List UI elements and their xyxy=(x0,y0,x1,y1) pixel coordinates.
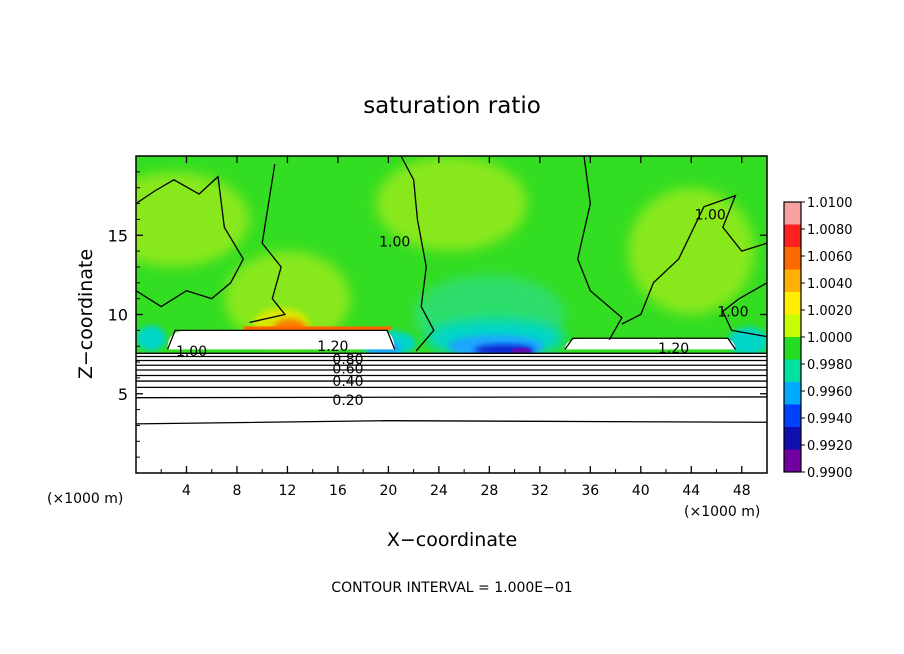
field-region-violet-14 xyxy=(510,347,532,355)
contour-1-00-4 xyxy=(621,194,767,325)
colorbar-label-2: 1.0060 xyxy=(807,250,853,265)
x-tick-label-1: 8 xyxy=(232,483,241,499)
colorbar-label-6: 0.9980 xyxy=(807,358,853,373)
chart-title: saturation ratio xyxy=(363,93,541,119)
colorbar-label-4: 1.0020 xyxy=(807,304,853,319)
contour-1-00-5 xyxy=(722,282,767,338)
x-tick-label-3: 16 xyxy=(329,483,347,499)
colorbar-swatch-4 xyxy=(784,292,801,315)
x-tick-label-5: 24 xyxy=(430,483,448,499)
contour-1-00-3 xyxy=(577,156,623,341)
contour-cloud-edge-0 xyxy=(166,329,396,350)
colorbar-swatch-11 xyxy=(784,449,801,473)
colorbar-label-8: 0.9940 xyxy=(807,412,853,427)
colorbar-swatch-9 xyxy=(784,404,801,428)
contour-cloud-edge-1 xyxy=(564,337,736,350)
colorbar-swatch-2 xyxy=(784,247,801,270)
colorbar-label-0: 1.0100 xyxy=(807,196,853,211)
field-region-cloud-top-strip xyxy=(243,326,391,331)
contour-labels: 1.001.001.001.00 1.20 1.200.800.600.400.20 xyxy=(176,208,749,409)
x-tick-label-2: 12 xyxy=(279,483,297,499)
field-region-cyan_patch-10 xyxy=(136,325,167,351)
colorbar-swatch-3 xyxy=(784,269,801,293)
colorbar-swatch-10 xyxy=(784,427,801,450)
contour-label-1: 1.00 xyxy=(695,208,726,224)
y-axis-label: Z−coordinate xyxy=(75,249,97,379)
stable-layer-white xyxy=(136,354,767,473)
x-unit-right: (×1000 m) xyxy=(684,504,760,520)
colorbar-swatch-0 xyxy=(784,202,801,225)
contour-label-5: 1.20 xyxy=(658,341,689,357)
colorbar-swatch-7 xyxy=(784,359,801,383)
x-axis: 4 8 12 16 20 24 28 32 36 40 44 48 xyxy=(160,156,751,499)
cloud-region-0 xyxy=(167,330,395,350)
plot-area: 1.001.001.001.00 1.20 1.200.800.600.400.20 xyxy=(136,156,767,473)
field-region-cyan_patch-9 xyxy=(727,327,767,356)
contour-lines xyxy=(136,156,767,425)
x-tick-label-6: 28 xyxy=(480,483,498,499)
colorbar-label-3: 1.0040 xyxy=(807,277,853,292)
colorbar-label-7: 0.9960 xyxy=(807,385,853,400)
x-tick-label-7: 32 xyxy=(531,483,549,499)
contour-label-4: 1.20 xyxy=(317,339,348,355)
colorbar-label-9: 0.9920 xyxy=(807,439,853,454)
x-unit-left: (×1000 m) xyxy=(47,491,123,507)
y-axis: 5 10 15 xyxy=(108,171,767,458)
colorbar-swatch-6 xyxy=(784,337,801,360)
x-tick-label-10: 44 xyxy=(682,483,700,499)
y-tick-label-2: 15 xyxy=(108,226,128,245)
y-tick-label-1: 10 xyxy=(108,306,128,325)
x-tick-label-9: 40 xyxy=(632,483,650,499)
contour-label-9: 0.20 xyxy=(332,393,363,409)
x-tick-label-8: 36 xyxy=(581,483,599,499)
colorbar-label-5: 1.0000 xyxy=(807,331,853,346)
colorbar-label-1: 1.0080 xyxy=(807,223,853,238)
colorbar-swatch-5 xyxy=(784,314,801,338)
contour-interval-footer: CONTOUR INTERVAL = 1.000E−01 xyxy=(331,580,572,596)
contour-label-7: 0.60 xyxy=(332,361,363,377)
x-tick-label-0: 4 xyxy=(182,483,191,499)
contour-label-2: 1.00 xyxy=(717,304,748,320)
contour-1-00-2 xyxy=(400,156,435,352)
contour-label-3: 1.00 xyxy=(176,344,207,360)
field-region-light_green-3 xyxy=(628,187,755,315)
cloud-region-1 xyxy=(565,338,736,350)
colorbar-label-10: 0.9900 xyxy=(807,466,853,481)
color-field xyxy=(136,156,767,358)
colorbar-swatch-1 xyxy=(784,224,801,248)
contour-line-9 xyxy=(136,420,767,425)
contour-label-0: 1.00 xyxy=(379,235,410,251)
contour-label-8: 0.40 xyxy=(332,374,363,390)
contour-label-6: 0.80 xyxy=(332,352,363,368)
contour-1-00-1 xyxy=(249,163,287,324)
contour-line-8 xyxy=(136,396,767,399)
y-tick-label-0: 5 xyxy=(118,385,128,404)
field-region-light_green-0 xyxy=(136,171,250,267)
contour-1-00-0 xyxy=(136,175,245,308)
colorbar: 1.0100 1.0080 1.0060 1.0040 1.0020 1.0000 0.99… xyxy=(783,196,853,481)
colorbar-swatch-8 xyxy=(784,382,801,405)
x-axis-label: X−coordinate xyxy=(387,529,517,551)
x-tick-label-4: 20 xyxy=(379,483,397,499)
x-tick-label-11: 48 xyxy=(733,483,751,499)
